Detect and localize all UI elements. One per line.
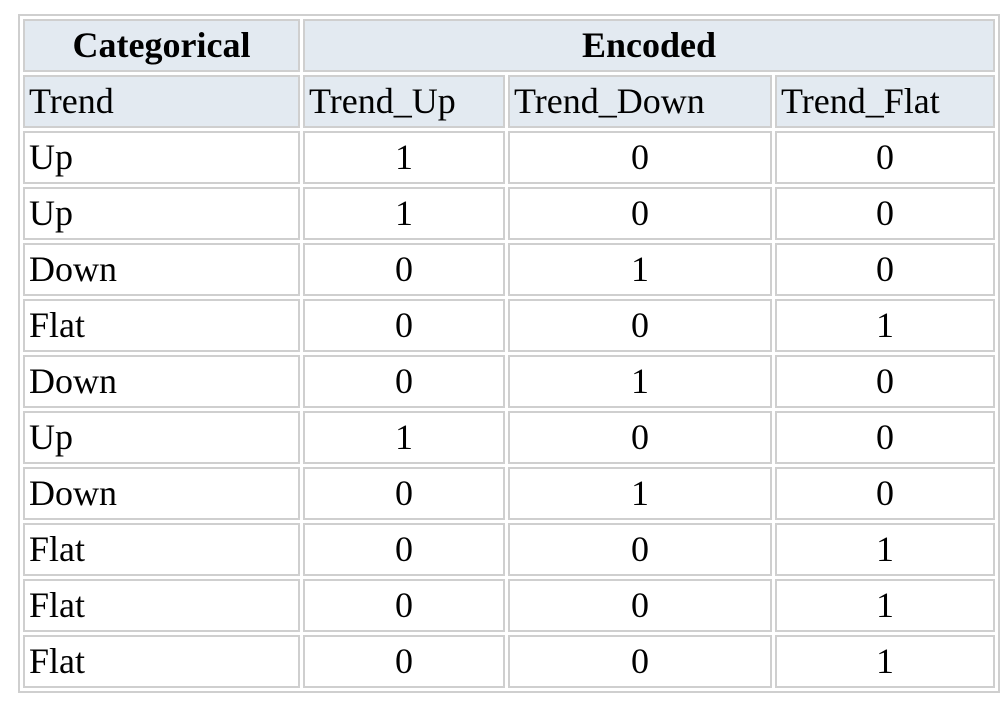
trend-down-cell: 0 — [508, 187, 772, 240]
trend-up-cell: 1 — [303, 411, 505, 464]
trend-cell: Up — [23, 187, 300, 240]
trend-up-cell: 1 — [303, 187, 505, 240]
trend-flat-cell: 1 — [775, 299, 995, 352]
trend-down-cell: 0 — [508, 523, 772, 576]
trend-cell: Flat — [23, 635, 300, 688]
trend-cell: Up — [23, 411, 300, 464]
trend-down-cell: 1 — [508, 243, 772, 296]
trend-flat-cell: 1 — [775, 635, 995, 688]
column-header-row: Trend Trend_Up Trend_Down Trend_Flat — [23, 75, 995, 128]
table-body: Up 1 0 0 Up 1 0 0 Down 0 1 0 Flat 0 0 1 Down 0 1 0 Up 1 0 0 Down… — [23, 131, 995, 688]
table-row: Up 1 0 0 — [23, 131, 995, 184]
trend-up-cell: 0 — [303, 635, 505, 688]
trend-cell: Down — [23, 243, 300, 296]
trend-down-cell: 0 — [508, 299, 772, 352]
trend-down-cell: 0 — [508, 635, 772, 688]
trend-up-cell: 0 — [303, 523, 505, 576]
trend-flat-cell: 0 — [775, 187, 995, 240]
trend-up-cell: 0 — [303, 243, 505, 296]
table-row: Down 0 1 0 — [23, 243, 995, 296]
trend-down-cell: 0 — [508, 411, 772, 464]
trend-flat-cell: 1 — [775, 523, 995, 576]
trend-up-cell: 0 — [303, 467, 505, 520]
table-row: Flat 0 0 1 — [23, 635, 995, 688]
trend-cell: Down — [23, 355, 300, 408]
header-encoded: Encoded — [303, 19, 995, 72]
trend-cell: Down — [23, 467, 300, 520]
group-header-row: Categorical Encoded — [23, 19, 995, 72]
trend-down-cell: 0 — [508, 579, 772, 632]
trend-up-cell: 0 — [303, 299, 505, 352]
trend-cell: Flat — [23, 523, 300, 576]
column-header-trend-flat: Trend_Flat — [775, 75, 995, 128]
table-row: Flat 0 0 1 — [23, 579, 995, 632]
header-categorical: Categorical — [23, 19, 300, 72]
trend-flat-cell: 0 — [775, 243, 995, 296]
table-container: Categorical Encoded Trend Trend_Up Trend… — [18, 14, 1000, 693]
trend-down-cell: 0 — [508, 131, 772, 184]
column-header-trend-up: Trend_Up — [303, 75, 505, 128]
trend-flat-cell: 0 — [775, 131, 995, 184]
trend-up-cell: 0 — [303, 579, 505, 632]
column-header-trend: Trend — [23, 75, 300, 128]
trend-down-cell: 1 — [508, 355, 772, 408]
table-row: Up 1 0 0 — [23, 187, 995, 240]
table-row: Up 1 0 0 — [23, 411, 995, 464]
trend-flat-cell: 0 — [775, 467, 995, 520]
trend-flat-cell: 0 — [775, 355, 995, 408]
table-row: Flat 0 0 1 — [23, 299, 995, 352]
column-header-trend-down: Trend_Down — [508, 75, 772, 128]
trend-cell: Up — [23, 131, 300, 184]
table-row: Flat 0 0 1 — [23, 523, 995, 576]
trend-cell: Flat — [23, 579, 300, 632]
trend-down-cell: 1 — [508, 467, 772, 520]
trend-flat-cell: 0 — [775, 411, 995, 464]
trend-flat-cell: 1 — [775, 579, 995, 632]
trend-up-cell: 0 — [303, 355, 505, 408]
table-row: Down 0 1 0 — [23, 467, 995, 520]
one-hot-encoding-table: Categorical Encoded Trend Trend_Up Trend… — [18, 14, 1000, 693]
table-header: Categorical Encoded Trend Trend_Up Trend… — [23, 19, 995, 128]
trend-up-cell: 1 — [303, 131, 505, 184]
trend-cell: Flat — [23, 299, 300, 352]
table-row: Down 0 1 0 — [23, 355, 995, 408]
